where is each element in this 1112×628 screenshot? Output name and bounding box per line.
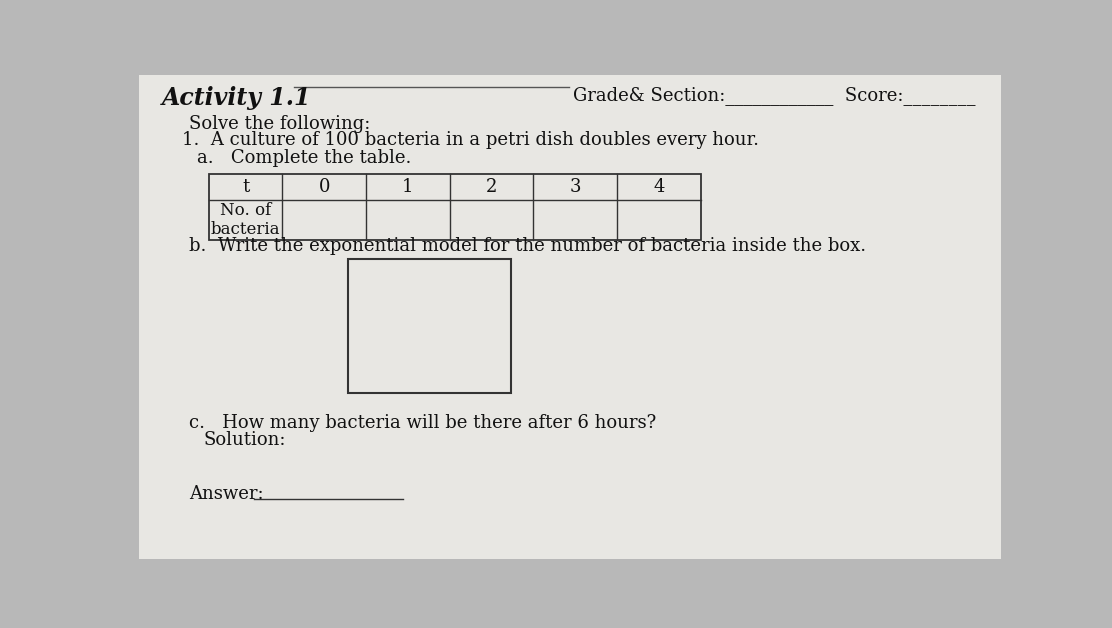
Text: c.   How many bacteria will be there after 6 hours?: c. How many bacteria will be there after… bbox=[189, 414, 656, 432]
Text: 1.  A culture of 100 bacteria in a petri dish doubles every hour.: 1. A culture of 100 bacteria in a petri … bbox=[181, 131, 758, 149]
Text: a.   Complete the table.: a. Complete the table. bbox=[197, 149, 411, 167]
Text: 3: 3 bbox=[569, 178, 582, 196]
Text: Solution:: Solution: bbox=[203, 431, 286, 449]
Text: 1: 1 bbox=[403, 178, 414, 196]
Bar bbox=[209, 174, 701, 240]
Text: 4: 4 bbox=[654, 178, 665, 196]
Text: 0: 0 bbox=[318, 178, 330, 196]
Bar bbox=[348, 259, 512, 393]
Text: Grade& Section:____________  Score:________: Grade& Section:____________ Score:______… bbox=[573, 86, 975, 105]
Text: Solve the following:: Solve the following: bbox=[189, 116, 370, 133]
Text: b.  Write the exponential model for the number of bacteria inside the box.: b. Write the exponential model for the n… bbox=[189, 237, 866, 255]
Text: No. of
bacteria: No. of bacteria bbox=[211, 202, 280, 239]
Text: Activity 1.1: Activity 1.1 bbox=[162, 86, 311, 110]
Text: Answer:: Answer: bbox=[189, 485, 264, 503]
Text: 2: 2 bbox=[486, 178, 497, 196]
Text: t: t bbox=[242, 178, 249, 196]
